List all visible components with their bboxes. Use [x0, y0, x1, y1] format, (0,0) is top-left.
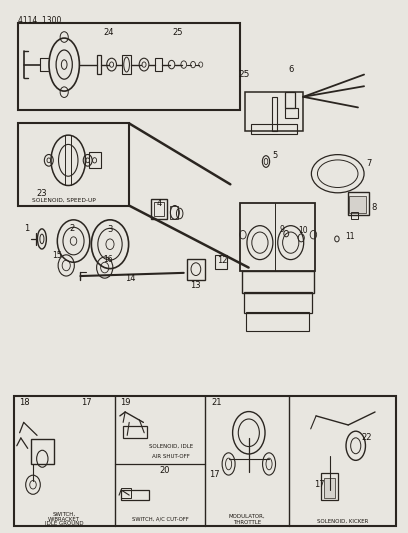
Text: 4114  1300: 4114 1300 — [18, 16, 61, 25]
Bar — [215, 255, 227, 269]
Text: 15: 15 — [52, 252, 61, 261]
Text: 10: 10 — [299, 226, 308, 235]
Text: 17: 17 — [81, 398, 92, 407]
Text: 24: 24 — [104, 28, 114, 37]
Text: 21: 21 — [211, 398, 222, 407]
Text: 2: 2 — [70, 224, 75, 233]
Bar — [18, 22, 240, 110]
Text: 7: 7 — [366, 159, 371, 167]
Text: SOLENOID, KICKER: SOLENOID, KICKER — [317, 519, 368, 523]
Bar — [349, 196, 366, 213]
Bar — [187, 259, 205, 280]
Bar — [18, 123, 129, 206]
Bar — [348, 192, 369, 215]
Bar — [322, 473, 339, 500]
Text: 1: 1 — [24, 224, 30, 233]
Text: 18: 18 — [19, 398, 30, 407]
Text: MODULATOR,: MODULATOR, — [229, 514, 266, 519]
Bar — [242, 271, 314, 293]
Text: THROTTLE: THROTTLE — [233, 520, 261, 524]
Text: 20: 20 — [159, 466, 170, 475]
Text: SWITCH,: SWITCH, — [53, 512, 76, 517]
Bar — [121, 490, 149, 500]
Text: 11: 11 — [345, 232, 355, 241]
Text: W/BRACKET: W/BRACKET — [48, 516, 80, 521]
Bar — [240, 203, 315, 271]
Text: 4: 4 — [156, 199, 162, 208]
Text: 6: 6 — [288, 64, 294, 74]
Bar — [285, 92, 295, 109]
Bar — [324, 478, 335, 498]
Bar — [272, 97, 277, 131]
Text: 9: 9 — [279, 225, 284, 234]
Bar — [122, 55, 131, 74]
Bar — [123, 426, 146, 438]
Bar — [121, 488, 131, 498]
Text: 25: 25 — [239, 70, 250, 79]
Bar — [171, 206, 178, 219]
Text: SOLENOID, IDLE: SOLENOID, IDLE — [149, 443, 193, 448]
Text: AIR SHUT-OFF: AIR SHUT-OFF — [152, 454, 190, 459]
Text: 5: 5 — [272, 151, 277, 160]
Text: IDLE GROUND: IDLE GROUND — [45, 521, 84, 526]
Bar — [251, 124, 297, 134]
Text: 23: 23 — [37, 189, 47, 198]
Text: 22: 22 — [361, 433, 372, 442]
Text: 17: 17 — [209, 470, 220, 479]
Text: 25: 25 — [173, 28, 183, 37]
Text: 14: 14 — [125, 273, 135, 282]
Bar — [155, 58, 162, 71]
Text: 19: 19 — [120, 398, 131, 407]
Bar — [13, 397, 397, 526]
Text: SOLENOID, SPEED-UP: SOLENOID, SPEED-UP — [32, 198, 96, 203]
Text: SWITCH, A/C CUT-OFF: SWITCH, A/C CUT-OFF — [132, 516, 188, 521]
Text: 12: 12 — [217, 256, 228, 265]
Bar — [97, 55, 102, 74]
Bar — [285, 109, 298, 118]
Bar — [151, 199, 167, 219]
Text: 16: 16 — [103, 255, 112, 264]
Bar — [351, 213, 358, 219]
Bar — [244, 292, 312, 313]
Bar — [246, 312, 308, 331]
Bar — [244, 92, 303, 131]
Text: 8: 8 — [371, 203, 376, 212]
Text: 13: 13 — [191, 280, 201, 289]
Text: 17: 17 — [314, 480, 325, 489]
Bar — [89, 152, 101, 168]
Bar — [31, 439, 54, 464]
Bar — [154, 202, 164, 216]
Text: 3: 3 — [107, 225, 113, 234]
